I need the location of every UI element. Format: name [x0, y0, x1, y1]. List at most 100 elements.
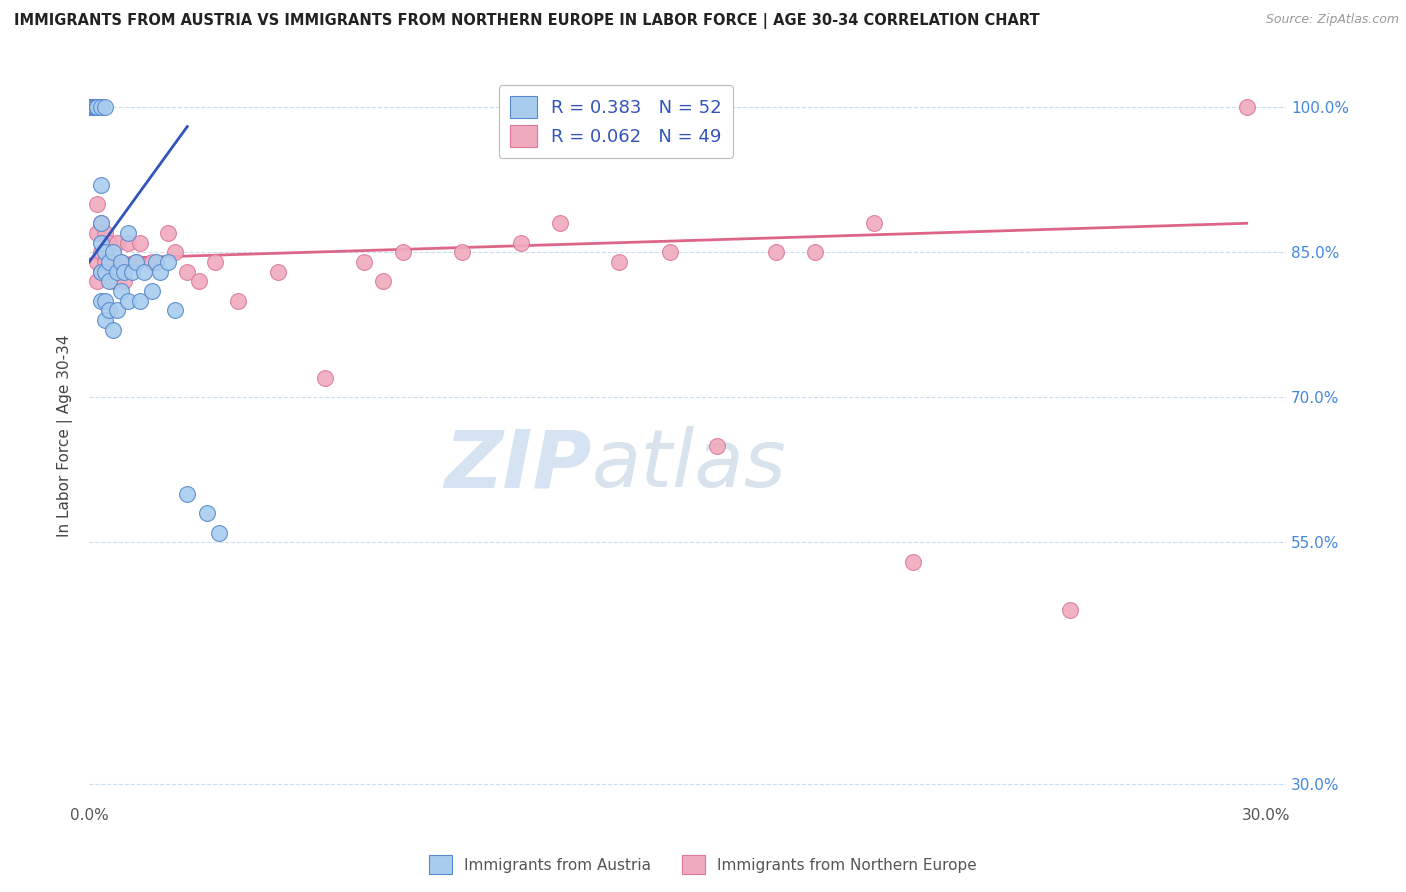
Point: [149, 265, 172, 279]
Point: [176, 265, 198, 279]
Point: [86, 100, 108, 114]
Point: [90, 216, 112, 230]
Point: [176, 487, 198, 501]
Point: [82, 100, 104, 114]
Point: [94, 265, 117, 279]
Point: [86, 255, 108, 269]
Point: [110, 255, 132, 269]
Point: [90, 265, 112, 279]
Point: [208, 525, 231, 540]
Point: [451, 245, 474, 260]
Point: [706, 439, 728, 453]
Point: [105, 303, 128, 318]
Point: [117, 226, 139, 240]
Point: [353, 255, 375, 269]
Point: [90, 245, 112, 260]
Point: [226, 293, 249, 308]
Point: [82, 100, 104, 114]
Point: [97, 274, 120, 288]
Point: [97, 255, 120, 269]
Point: [82, 100, 104, 114]
Point: [145, 255, 167, 269]
Point: [94, 100, 117, 114]
Point: [101, 255, 124, 269]
Point: [94, 313, 117, 327]
Point: [82, 100, 104, 114]
Point: [94, 245, 117, 260]
Point: [658, 245, 681, 260]
Point: [392, 245, 415, 260]
Point: [165, 245, 187, 260]
Point: [141, 284, 163, 298]
Point: [101, 245, 124, 260]
Point: [82, 100, 104, 114]
Point: [117, 235, 139, 250]
Point: [165, 303, 187, 318]
Legend: Immigrants from Austria, Immigrants from Northern Europe: Immigrants from Austria, Immigrants from…: [423, 849, 983, 880]
Point: [80, 100, 103, 114]
Point: [141, 255, 163, 269]
Point: [82, 100, 104, 114]
Text: Source: ZipAtlas.com: Source: ZipAtlas.com: [1265, 13, 1399, 27]
Point: [90, 265, 112, 279]
Point: [314, 371, 336, 385]
Point: [266, 265, 288, 279]
Point: [1236, 100, 1258, 114]
Point: [90, 178, 112, 192]
Point: [125, 255, 148, 269]
Point: [86, 100, 108, 114]
Point: [110, 284, 132, 298]
Point: [156, 255, 179, 269]
Point: [86, 197, 108, 211]
Point: [121, 265, 143, 279]
Point: [82, 100, 104, 114]
Point: [188, 274, 211, 288]
Text: ZIP: ZIP: [444, 426, 592, 505]
Point: [86, 100, 108, 114]
Point: [101, 274, 124, 288]
Point: [114, 274, 136, 288]
Point: [90, 100, 112, 114]
Point: [901, 555, 924, 569]
Point: [97, 303, 120, 318]
Point: [125, 255, 148, 269]
Point: [97, 235, 120, 250]
Point: [105, 265, 128, 279]
Point: [82, 100, 104, 114]
Point: [84, 100, 107, 114]
Point: [607, 255, 630, 269]
Point: [94, 293, 117, 308]
Y-axis label: In Labor Force | Age 30-34: In Labor Force | Age 30-34: [58, 334, 73, 537]
Point: [86, 274, 108, 288]
Text: atlas: atlas: [592, 426, 786, 505]
Point: [80, 100, 103, 114]
Point: [86, 100, 108, 114]
Point: [105, 235, 128, 250]
Point: [90, 216, 112, 230]
Point: [90, 293, 112, 308]
Point: [82, 100, 104, 114]
Point: [114, 265, 136, 279]
Point: [82, 100, 104, 114]
Point: [373, 274, 395, 288]
Point: [110, 255, 132, 269]
Point: [86, 100, 108, 114]
Point: [82, 100, 104, 114]
Point: [548, 216, 571, 230]
Point: [101, 323, 124, 337]
Point: [82, 100, 104, 114]
Point: [86, 226, 108, 240]
Point: [204, 255, 226, 269]
Point: [1059, 603, 1081, 617]
Point: [863, 216, 886, 230]
Text: IMMIGRANTS FROM AUSTRIA VS IMMIGRANTS FROM NORTHERN EUROPE IN LABOR FORCE | AGE : IMMIGRANTS FROM AUSTRIA VS IMMIGRANTS FR…: [14, 13, 1039, 29]
Point: [804, 245, 827, 260]
Point: [132, 265, 155, 279]
Point: [80, 100, 103, 114]
Point: [129, 235, 152, 250]
Point: [117, 293, 139, 308]
Point: [82, 100, 104, 114]
Point: [84, 100, 107, 114]
Point: [94, 226, 117, 240]
Point: [129, 293, 152, 308]
